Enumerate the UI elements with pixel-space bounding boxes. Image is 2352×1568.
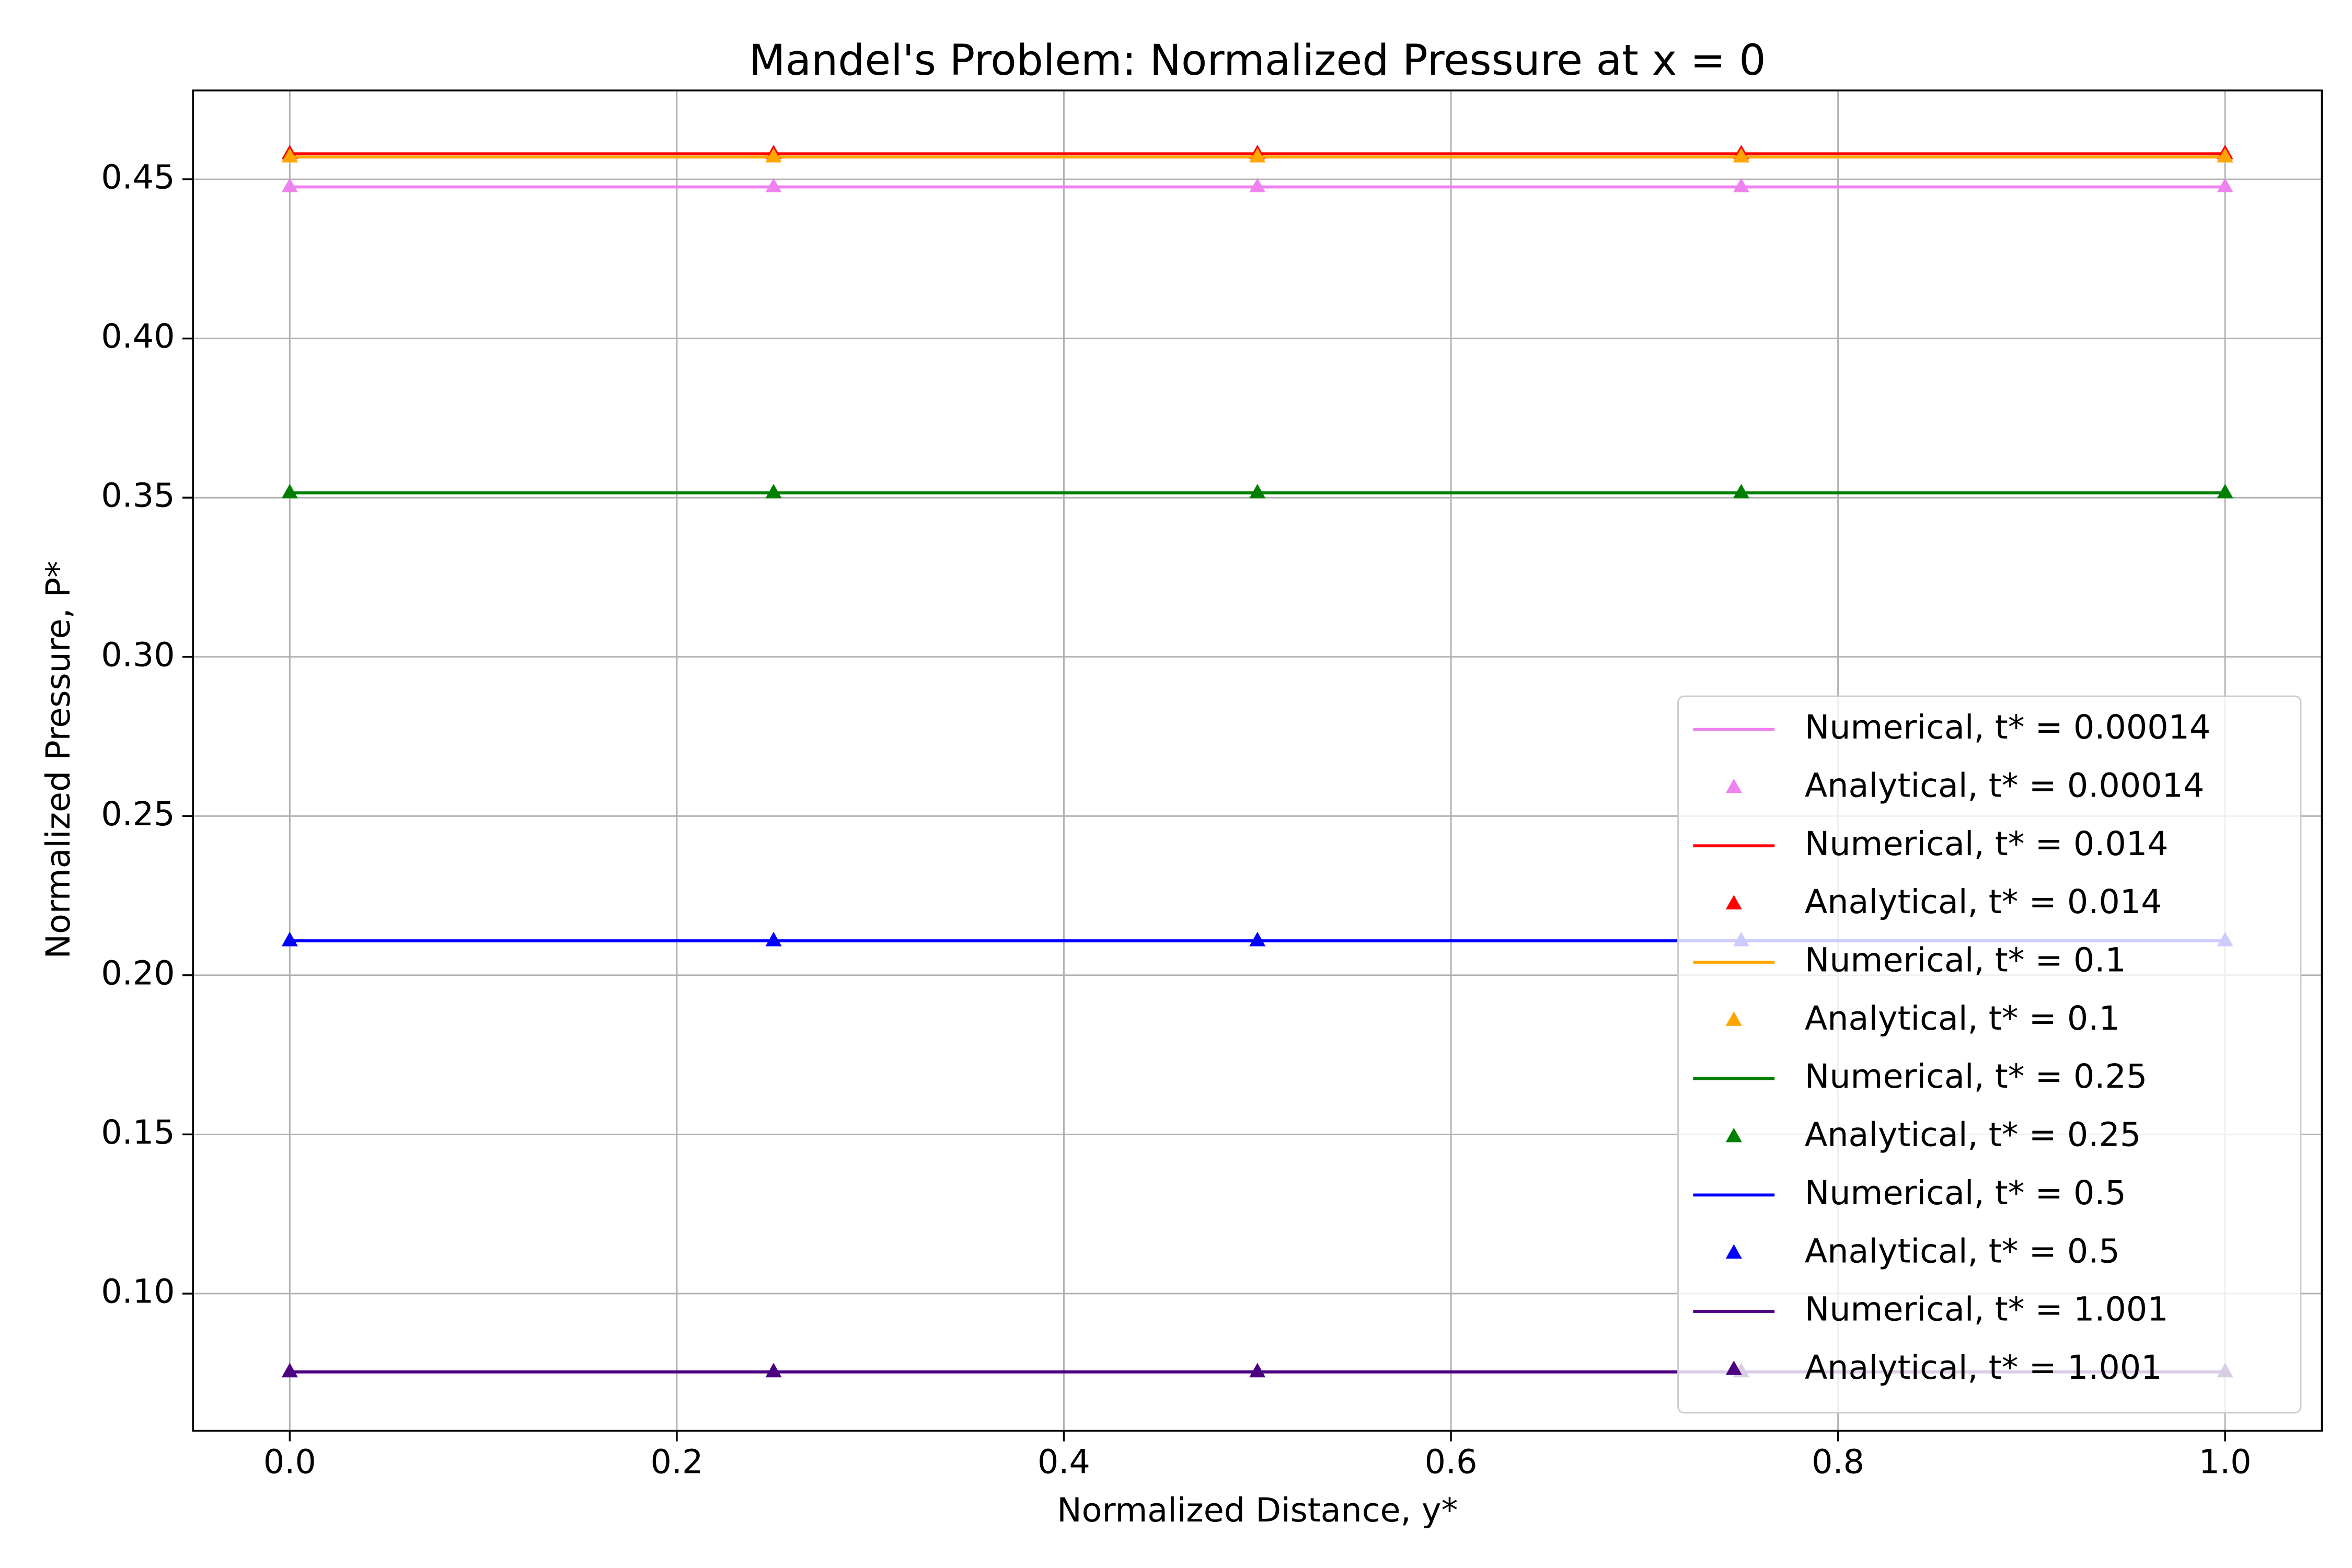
legend-label: Numerical, t* = 0.5 xyxy=(1805,1173,2126,1212)
legend-handle xyxy=(1725,1011,1742,1026)
legend-label: Analytical, t* = 0.25 xyxy=(1805,1115,2141,1154)
x-tick-label: 0.2 xyxy=(650,1443,703,1481)
legend-label: Numerical, t* = 0.00014 xyxy=(1805,708,2211,746)
legend-label: Numerical, t* = 0.014 xyxy=(1805,824,2169,863)
legend-label: Numerical, t* = 0.1 xyxy=(1805,941,2126,979)
legend-label: Analytical, t* = 0.1 xyxy=(1805,999,2120,1037)
marker xyxy=(2217,148,2233,163)
legend-label: Analytical, t* = 0.00014 xyxy=(1805,766,2204,805)
x-axis-label: Normalized Distance, y* xyxy=(1057,1491,1458,1529)
legend-label: Analytical, t* = 0.014 xyxy=(1805,882,2162,921)
plot-frame xyxy=(192,89,2323,1432)
y-tick-label: 0.25 xyxy=(101,794,175,833)
legend-handle xyxy=(1725,1127,1742,1143)
marker xyxy=(281,483,298,499)
x-tick-label: 0.8 xyxy=(1812,1443,1864,1481)
y-tick-label: 0.15 xyxy=(101,1113,175,1151)
legend-handle xyxy=(1725,1361,1742,1375)
legend-handle xyxy=(1725,778,1742,793)
marker xyxy=(281,178,298,193)
legend-label: Analytical, t* = 0.5 xyxy=(1805,1231,2120,1270)
y-tick-label: 0.35 xyxy=(101,476,175,515)
marker xyxy=(765,483,782,499)
y-tick-label: 0.10 xyxy=(101,1272,175,1311)
marker xyxy=(1249,148,1266,163)
marker xyxy=(2217,483,2233,499)
marker xyxy=(1733,148,1750,163)
y-tick-label: 0.20 xyxy=(101,953,175,992)
chart-title: Mandel's Problem: Normalized Pressure at… xyxy=(749,36,1766,85)
legend-label: Analytical, t* = 1.001 xyxy=(1805,1348,2162,1387)
marker xyxy=(1249,1363,1266,1378)
marker xyxy=(281,1363,298,1378)
marker xyxy=(1733,483,1750,499)
marker xyxy=(765,1363,782,1378)
x-tick-label: 0.4 xyxy=(1037,1443,1090,1481)
y-tick-label: 0.30 xyxy=(101,635,175,674)
y-tick-label: 0.40 xyxy=(101,317,175,355)
marker xyxy=(765,148,782,163)
legend-box xyxy=(1677,695,2302,1414)
marker xyxy=(1733,178,1750,193)
y-tick-label: 0.45 xyxy=(101,158,175,197)
legend-label: Numerical, t* = 1.001 xyxy=(1805,1290,2169,1329)
marker xyxy=(281,148,298,163)
x-tick-label: 1.0 xyxy=(2199,1443,2252,1481)
marker xyxy=(2217,178,2233,193)
legend-handle xyxy=(1725,895,1742,909)
x-tick-label: 0.6 xyxy=(1425,1443,1478,1481)
y-axis-label: Normalized Pressure, P* xyxy=(39,561,77,959)
marker xyxy=(765,931,782,947)
marker xyxy=(765,178,782,193)
legend: Numerical, t* = 0.00014 Analytical, t* = … xyxy=(1677,695,2302,1414)
legend-label: Numerical, t* = 0.25 xyxy=(1805,1057,2147,1096)
marker xyxy=(1249,483,1266,499)
marker xyxy=(1249,178,1266,193)
x-tick-label: 0.0 xyxy=(263,1443,316,1481)
marker xyxy=(281,931,298,947)
legend-handle xyxy=(1725,1244,1742,1259)
marker xyxy=(1249,931,1266,947)
